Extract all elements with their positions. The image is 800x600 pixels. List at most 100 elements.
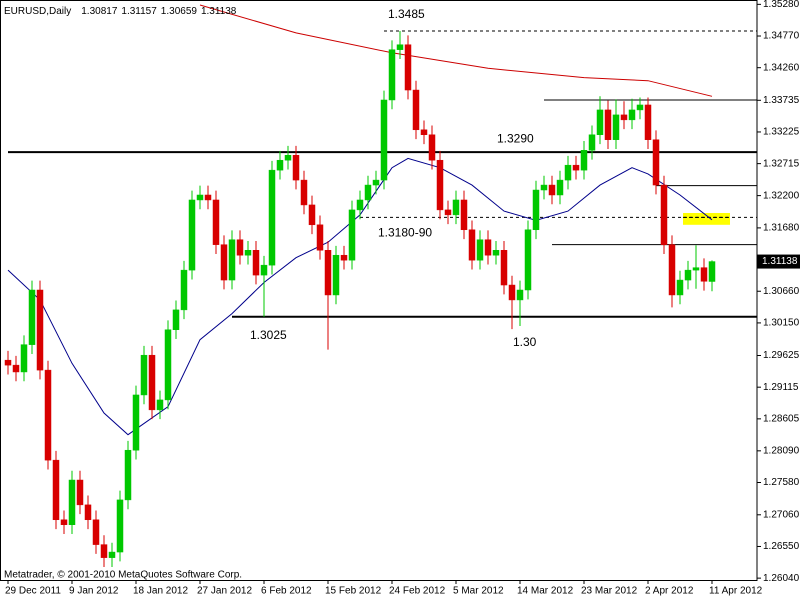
x-tick-label: 6 Feb 2012	[261, 586, 312, 597]
candle-body	[108, 551, 116, 558]
candle-body	[436, 159, 444, 211]
y-tick-label: 1.27060	[763, 509, 800, 520]
y-tick-label: 1.34770	[763, 31, 800, 42]
symbol-title: EURUSD,Daily	[4, 6, 71, 17]
candle-body	[532, 189, 540, 231]
candle-body	[196, 194, 204, 201]
candle-body	[628, 109, 636, 121]
annotation: 1.30	[513, 335, 537, 349]
candle-body	[44, 369, 52, 461]
candle-body	[52, 459, 60, 521]
y-tick-label: 1.26040	[763, 573, 800, 584]
candle-body	[508, 284, 516, 301]
candle-body	[76, 479, 84, 506]
candle-body	[164, 329, 172, 401]
candle-body	[500, 250, 508, 286]
candle-body	[692, 267, 700, 271]
level-label: 1.3485	[388, 7, 425, 21]
level-label: 1.3290	[497, 131, 534, 145]
candle-body	[212, 199, 220, 245]
candle-body	[124, 449, 132, 501]
candle-body	[556, 179, 564, 196]
last-high: 1.31157	[121, 6, 157, 17]
candle-body	[444, 209, 452, 216]
candle-body	[396, 44, 404, 50]
candle-body	[148, 354, 156, 411]
candle-body	[300, 179, 308, 206]
candle-body	[548, 184, 556, 196]
candle-body	[540, 184, 548, 191]
candle-body	[572, 164, 580, 171]
candle-body	[116, 499, 124, 553]
last-close: 1.31138	[201, 6, 237, 17]
candle-body	[484, 239, 492, 256]
plot-border	[0, 0, 758, 581]
y-tick-label: 1.33735	[763, 95, 800, 106]
candle-body	[140, 354, 148, 396]
candle-body	[676, 279, 684, 296]
candle-body	[100, 544, 108, 558]
y-tick-label: 1.32200	[763, 190, 800, 201]
y-tick-label: 1.27580	[763, 477, 800, 488]
candle-body	[620, 114, 628, 121]
highlight-box	[683, 212, 730, 225]
x-tick-label: 15 Feb 2012	[325, 586, 382, 597]
candle-body	[428, 134, 436, 161]
y-tick-label: 1.33225	[763, 127, 800, 138]
candle-body	[660, 184, 668, 245]
moving-average	[199, 4, 713, 97]
last-low: 1.30659	[161, 6, 198, 17]
y-tick-label: 1.26550	[763, 541, 800, 552]
candle-body	[644, 104, 652, 140]
y-tick-label: 1.31680	[763, 223, 800, 234]
y-tick-label: 1.28605	[763, 413, 800, 424]
x-tick-label: 24 Feb 2012	[389, 586, 446, 597]
candle-body	[404, 44, 412, 91]
candle-body	[324, 250, 332, 296]
y-tick-label: 1.30660	[763, 286, 800, 297]
y-tick-label: 1.35280	[763, 0, 800, 10]
candle-body	[84, 504, 92, 521]
candle-body	[180, 269, 188, 311]
candle-body	[132, 394, 140, 451]
candle-body	[204, 194, 212, 201]
candle-body	[252, 250, 260, 276]
candle-body	[412, 89, 420, 131]
x-tick-label: 27 Jan 2012	[197, 586, 252, 597]
candle-body	[588, 134, 596, 151]
y-tick-label: 1.29625	[763, 350, 800, 361]
y-tick-label: 1.32715	[763, 158, 800, 169]
candle-body	[652, 139, 660, 186]
candle-body	[420, 129, 428, 136]
candle-body	[684, 269, 692, 281]
candle-body	[356, 199, 364, 211]
candle-body	[68, 479, 76, 525]
candle-body	[340, 254, 348, 261]
candle-body	[4, 359, 12, 366]
candle-body	[564, 164, 572, 181]
candle-body	[468, 229, 476, 261]
x-tick-label: 5 Mar 2012	[453, 586, 504, 597]
candle-body	[260, 264, 268, 276]
candle-body	[156, 399, 164, 411]
last-open: 1.30817	[81, 6, 118, 17]
candle-body	[668, 244, 676, 296]
candle-body	[380, 99, 388, 181]
candle-body	[292, 154, 300, 181]
candle-body	[228, 239, 236, 281]
candle-body	[708, 261, 716, 282]
candle-body	[28, 289, 36, 345]
y-tick-label: 1.30150	[763, 318, 800, 329]
candle-body	[492, 250, 500, 256]
candle-body	[220, 244, 228, 281]
x-tick-label: 29 Dec 2011	[5, 586, 61, 597]
chart-header: EURUSD,Daily 1.30817 1.31157 1.30659 1.31138	[4, 6, 237, 17]
candle-body	[188, 199, 196, 271]
candle-body	[12, 364, 20, 373]
candle-body	[580, 150, 588, 171]
candle-body	[284, 154, 292, 161]
candle-body	[92, 519, 100, 545]
candle-body	[308, 204, 316, 226]
candle-body	[604, 109, 612, 140]
